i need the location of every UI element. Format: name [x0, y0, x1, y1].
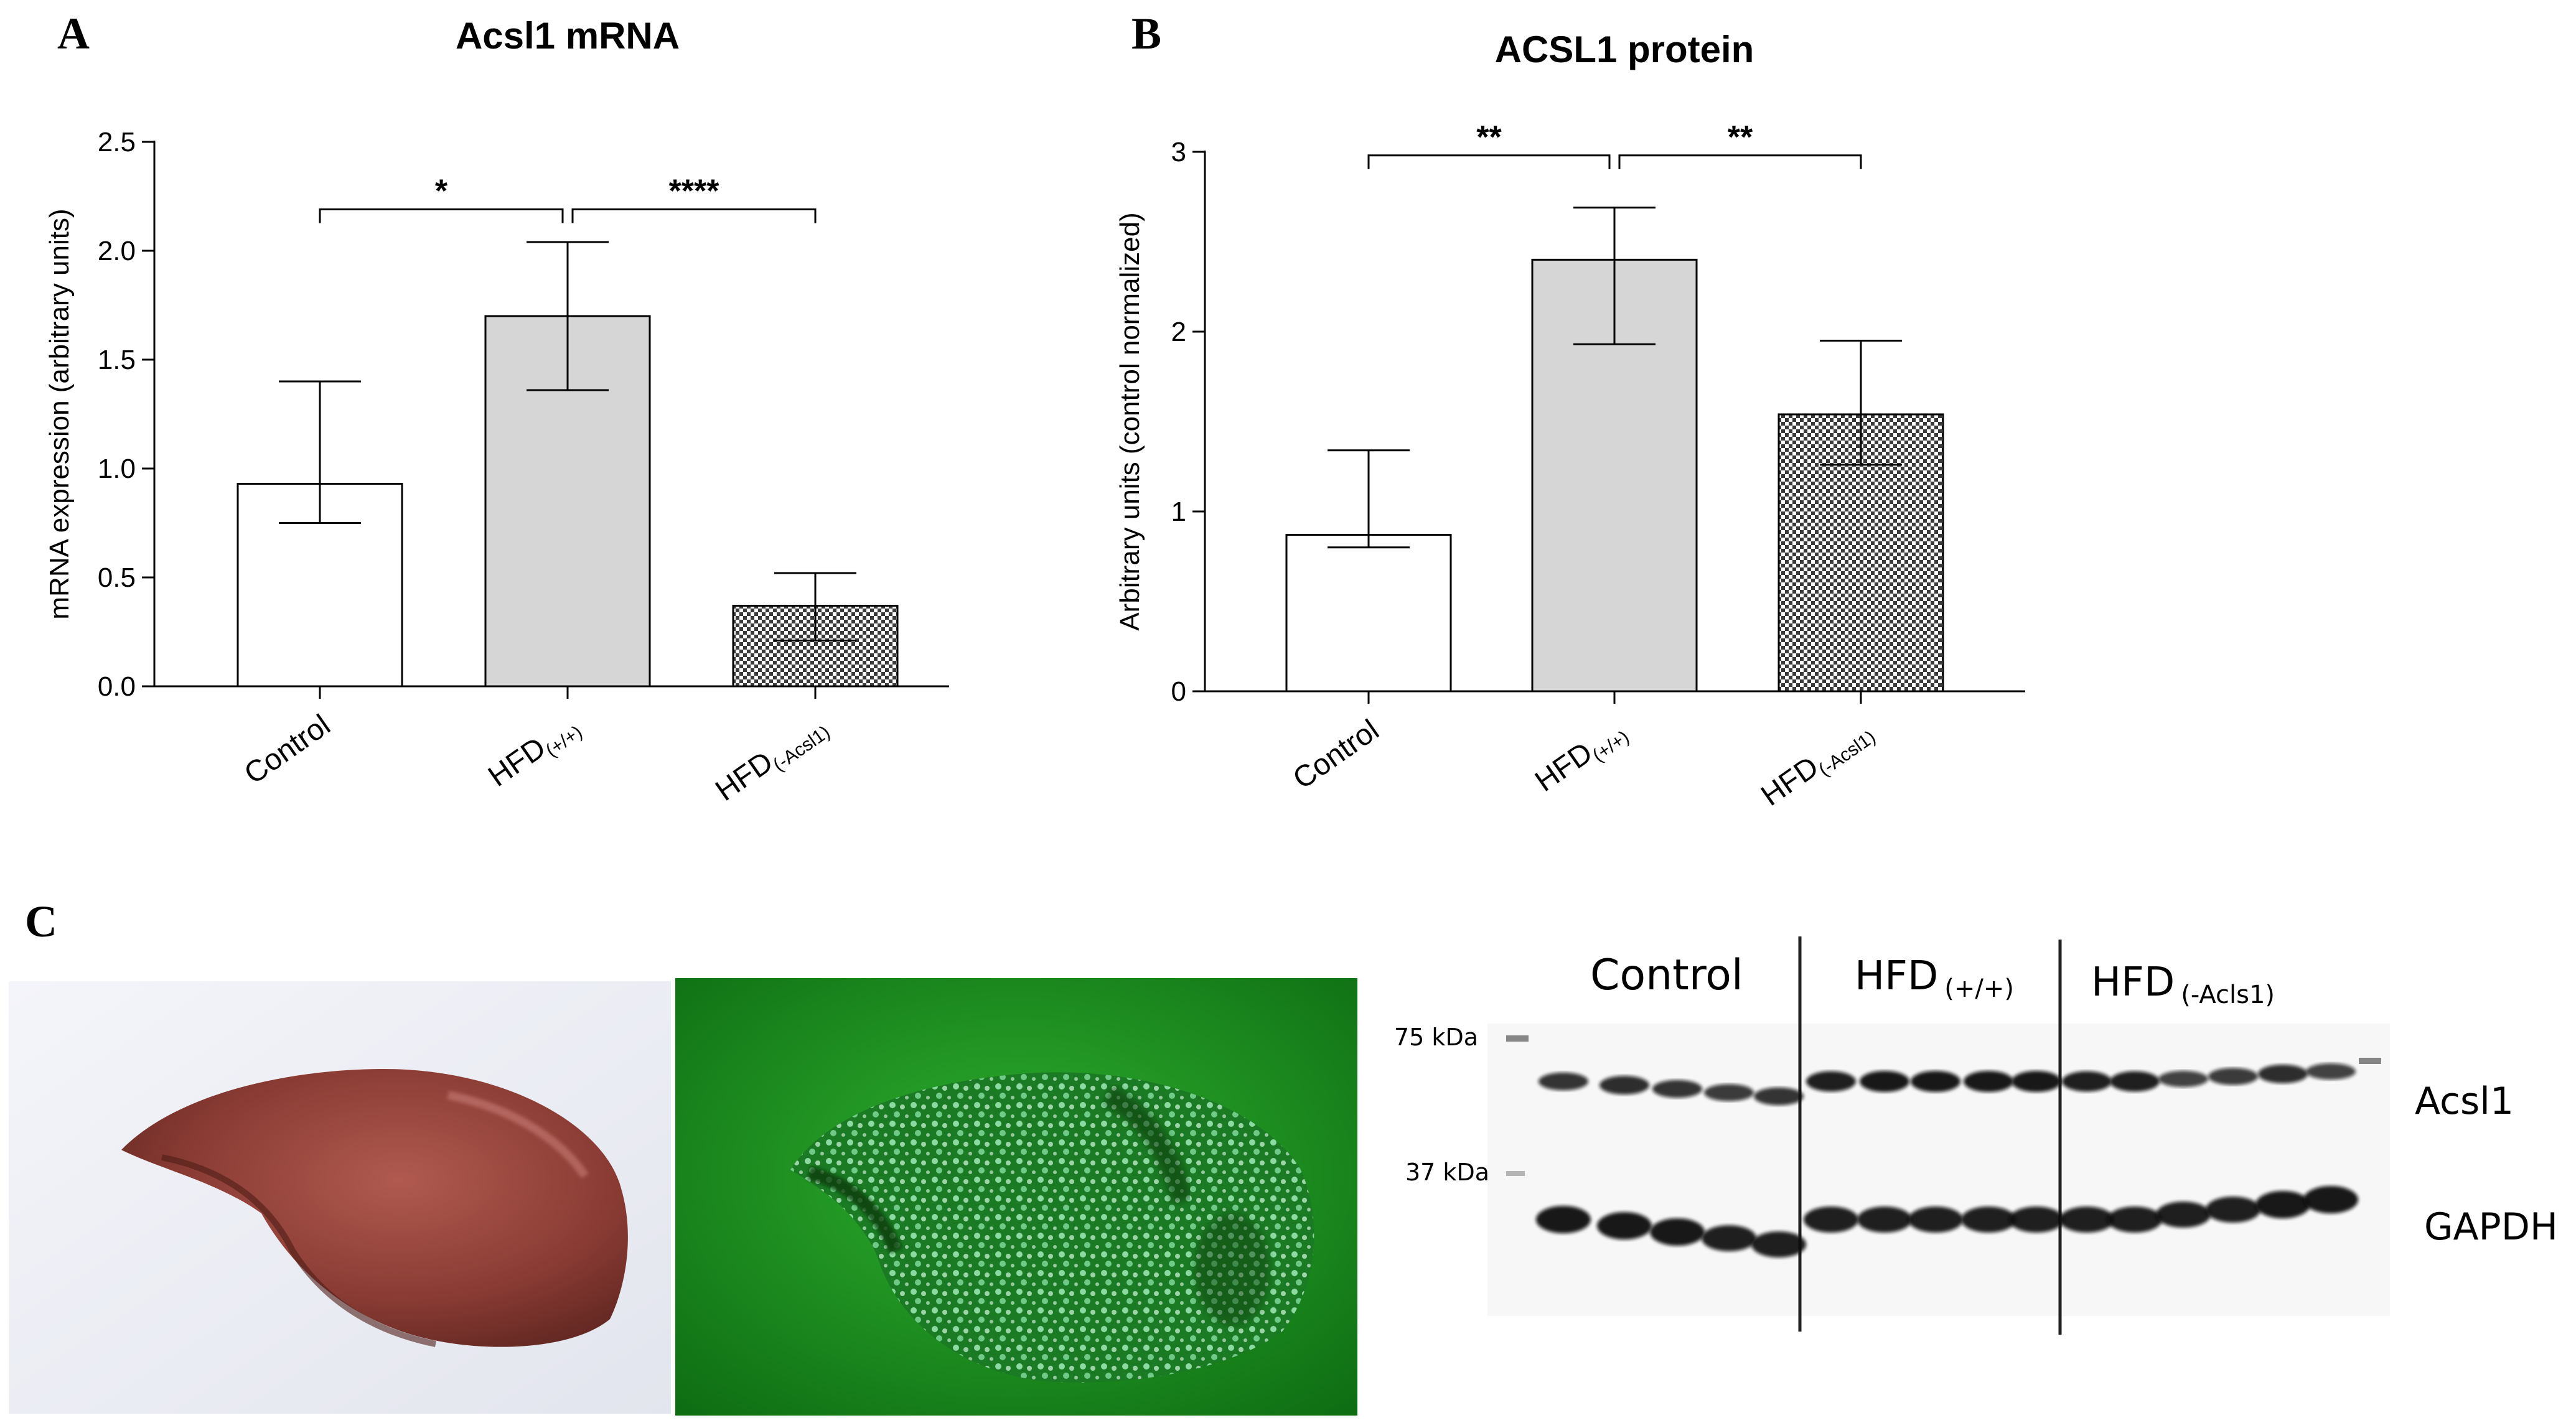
marker-75kda-label: 75 kDa [1394, 1024, 1478, 1051]
significance-label: * [435, 174, 448, 210]
x-category-label: Control [238, 709, 336, 791]
gapdh-band [2255, 1191, 2310, 1218]
ladder-band-37 [1506, 1171, 1525, 1176]
acsl1-band [2158, 1070, 2208, 1088]
y-tick-label: 2.0 [98, 236, 136, 266]
acsl1-band [2306, 1063, 2356, 1080]
gapdh-band [2009, 1206, 2064, 1233]
ladder-band-right [2359, 1058, 2381, 1064]
acsl1-band [1599, 1075, 1649, 1095]
ladder-band-75 [1506, 1035, 1529, 1042]
acsl1-band [1964, 1071, 2013, 1092]
y-axis-label: Arbitrary units (control normalized) [1115, 212, 1145, 630]
y-tick-label: 1.0 [98, 454, 136, 484]
gapdh-band [1650, 1218, 1705, 1246]
acsl1-band [2258, 1064, 2308, 1084]
acsl1-band [1911, 1071, 1960, 1092]
acsl1-band [2110, 1071, 2160, 1092]
panel-label-c: C [25, 897, 57, 946]
chart-acsl1-mrna: Acsl1 mRNA 0.0 0.5 1.0 1.5 2.0 2.5 mRNA express… [44, 15, 949, 811]
significance-bracket [1367, 154, 1611, 169]
gapdh-band [1702, 1225, 1756, 1251]
y-tick-label: 2 [1171, 317, 1186, 347]
blot-group-label-control: Control [1590, 951, 1743, 1000]
x-category-label: HFD(+/+) [1529, 714, 1633, 801]
blot-group-label-hfd: HFD (+/+) [1855, 953, 2014, 1003]
gapdh-band [1804, 1206, 1858, 1233]
gapdh-band [2206, 1197, 2260, 1223]
gapdh-band [1536, 1206, 1591, 1233]
x-category-label: HFD(-Acsl1) [1755, 714, 1879, 816]
gapdh-band [1857, 1206, 1912, 1233]
significance-bracket [319, 208, 564, 223]
blot-band-lanes [1536, 1063, 2358, 1258]
panel-label-b: B [1131, 9, 1161, 58]
y-tick-label: 0.0 [98, 671, 136, 702]
liver-photo-fluorescence [675, 978, 1357, 1416]
panel-label-a: A [57, 9, 90, 58]
acsl1-band [1704, 1084, 1754, 1101]
y-tick-label: 0.5 [98, 562, 136, 593]
x-category-label: Control [1287, 714, 1385, 796]
band-label-gapdh: GAPDH [2424, 1205, 2558, 1249]
gapdh-band [1597, 1212, 1652, 1239]
acsl1-band [2208, 1068, 2258, 1085]
acsl1-band [1860, 1071, 1909, 1092]
significance-label: **** [669, 174, 720, 210]
significance-label: ** [1728, 119, 1753, 156]
gapdh-band [2059, 1206, 2114, 1233]
bar [1285, 534, 1452, 693]
gapdh-band [1751, 1231, 1806, 1258]
marker-37kda-label: 37 kDa [1405, 1159, 1489, 1186]
gapdh-band [1908, 1206, 1963, 1233]
y-tick-label: 3 [1171, 137, 1186, 167]
gapdh-band [1961, 1206, 2016, 1233]
band-label-acsl1: Acsl1 [2415, 1080, 2514, 1123]
gapdh-band [2303, 1186, 2358, 1213]
y-tick-label: 0 [1171, 676, 1186, 707]
acsl1-band [1539, 1072, 1588, 1091]
acsl1-band [1652, 1080, 1702, 1098]
chart-acsl1-protein: ACSL1 protein 0 1 2 3 Arbitrary units (contro… [1115, 29, 2025, 816]
significance-label: ** [1476, 119, 1502, 156]
significance-bracket [1618, 154, 1862, 169]
x-category-label: HFD(-Acsl1) [710, 709, 833, 811]
chart-title: ACSL1 protein [1495, 29, 1754, 70]
y-axis-label: mRNA expression (arbitrary units) [44, 208, 75, 619]
y-tick-label: 1 [1171, 497, 1186, 527]
gapdh-band [2107, 1206, 2162, 1233]
western-blot: Control HFD (+/+) HFD (-Acls1) 75 kDa 37 k… [1394, 936, 2558, 1335]
acsl1-band [2062, 1071, 2112, 1092]
liver-photo-brightfield [9, 981, 671, 1414]
y-tick-label: 2.5 [98, 127, 136, 157]
x-category-label: HFD(+/+) [482, 709, 586, 796]
significance-bracket [571, 208, 817, 223]
blot-group-label-hfd-acsl1: HFD (-Acls1) [2091, 959, 2275, 1009]
acsl1-band [2012, 1071, 2061, 1092]
acsl1-band [1806, 1071, 1856, 1092]
y-tick-label: 1.5 [98, 345, 136, 375]
chart-title: Acsl1 mRNA [456, 15, 680, 57]
gapdh-band [2156, 1202, 2211, 1228]
acsl1-band [1754, 1087, 1804, 1106]
